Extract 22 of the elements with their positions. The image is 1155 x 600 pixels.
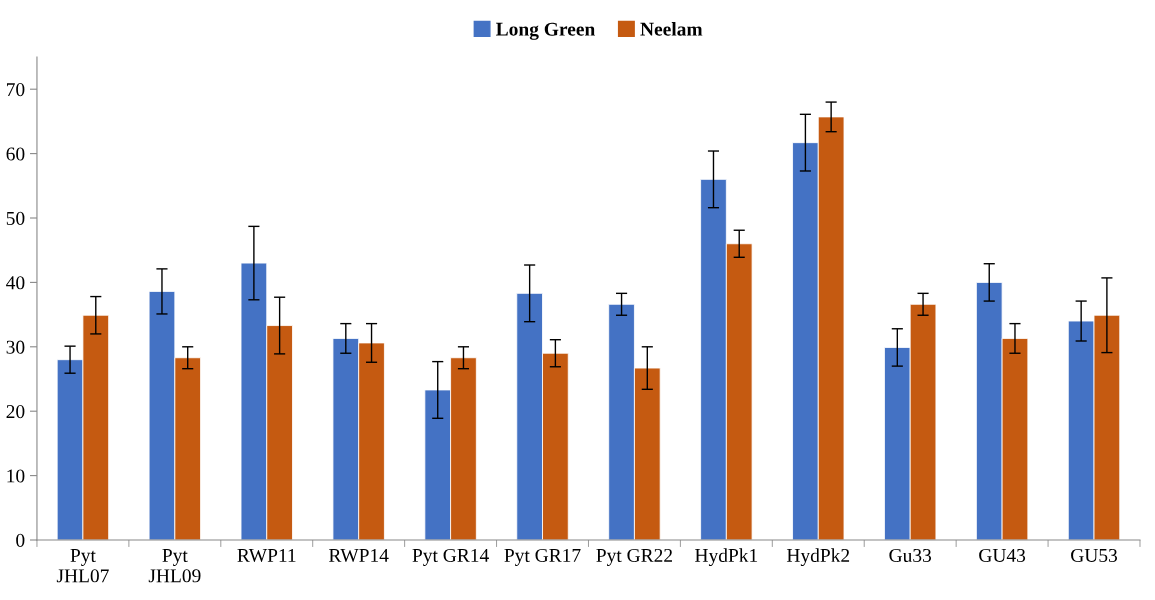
x-tick-label: Gu33 — [889, 548, 932, 563]
x-tick-label: Pyt GR14 — [412, 548, 489, 566]
y-tick-label: 70 — [6, 83, 25, 97]
y-tick-label: 50 — [6, 211, 25, 225]
legend-label: Long Green — [496, 22, 595, 40]
y-tick-label: 0 — [16, 533, 25, 547]
x-tick-label: Pyt JHL07 — [56, 549, 109, 583]
y-tick-label: 30 — [6, 340, 25, 354]
legend-label: Neelam — [640, 22, 703, 36]
y-tick-label: 10 — [7, 469, 25, 483]
y-tick-label: 20 — [6, 405, 25, 419]
y-tick-label: 60 — [6, 147, 25, 161]
y-tick-label: 40 — [6, 276, 25, 290]
x-tick-label: HydPk1 — [695, 548, 758, 567]
x-tick-label: GU43 — [979, 548, 1026, 563]
x-tick-label: Pyt JHL09 — [148, 549, 201, 583]
x-tick-label: RWP11 — [237, 548, 296, 563]
x-tick-label: RWP14 — [328, 548, 389, 563]
x-tick-label: Pyt GR17 — [504, 548, 581, 566]
x-tick-label: GU53 — [1071, 548, 1118, 563]
x-tick-label: HydPk2 — [786, 548, 850, 567]
x-tick-label: Pyt GR22 — [596, 548, 672, 566]
